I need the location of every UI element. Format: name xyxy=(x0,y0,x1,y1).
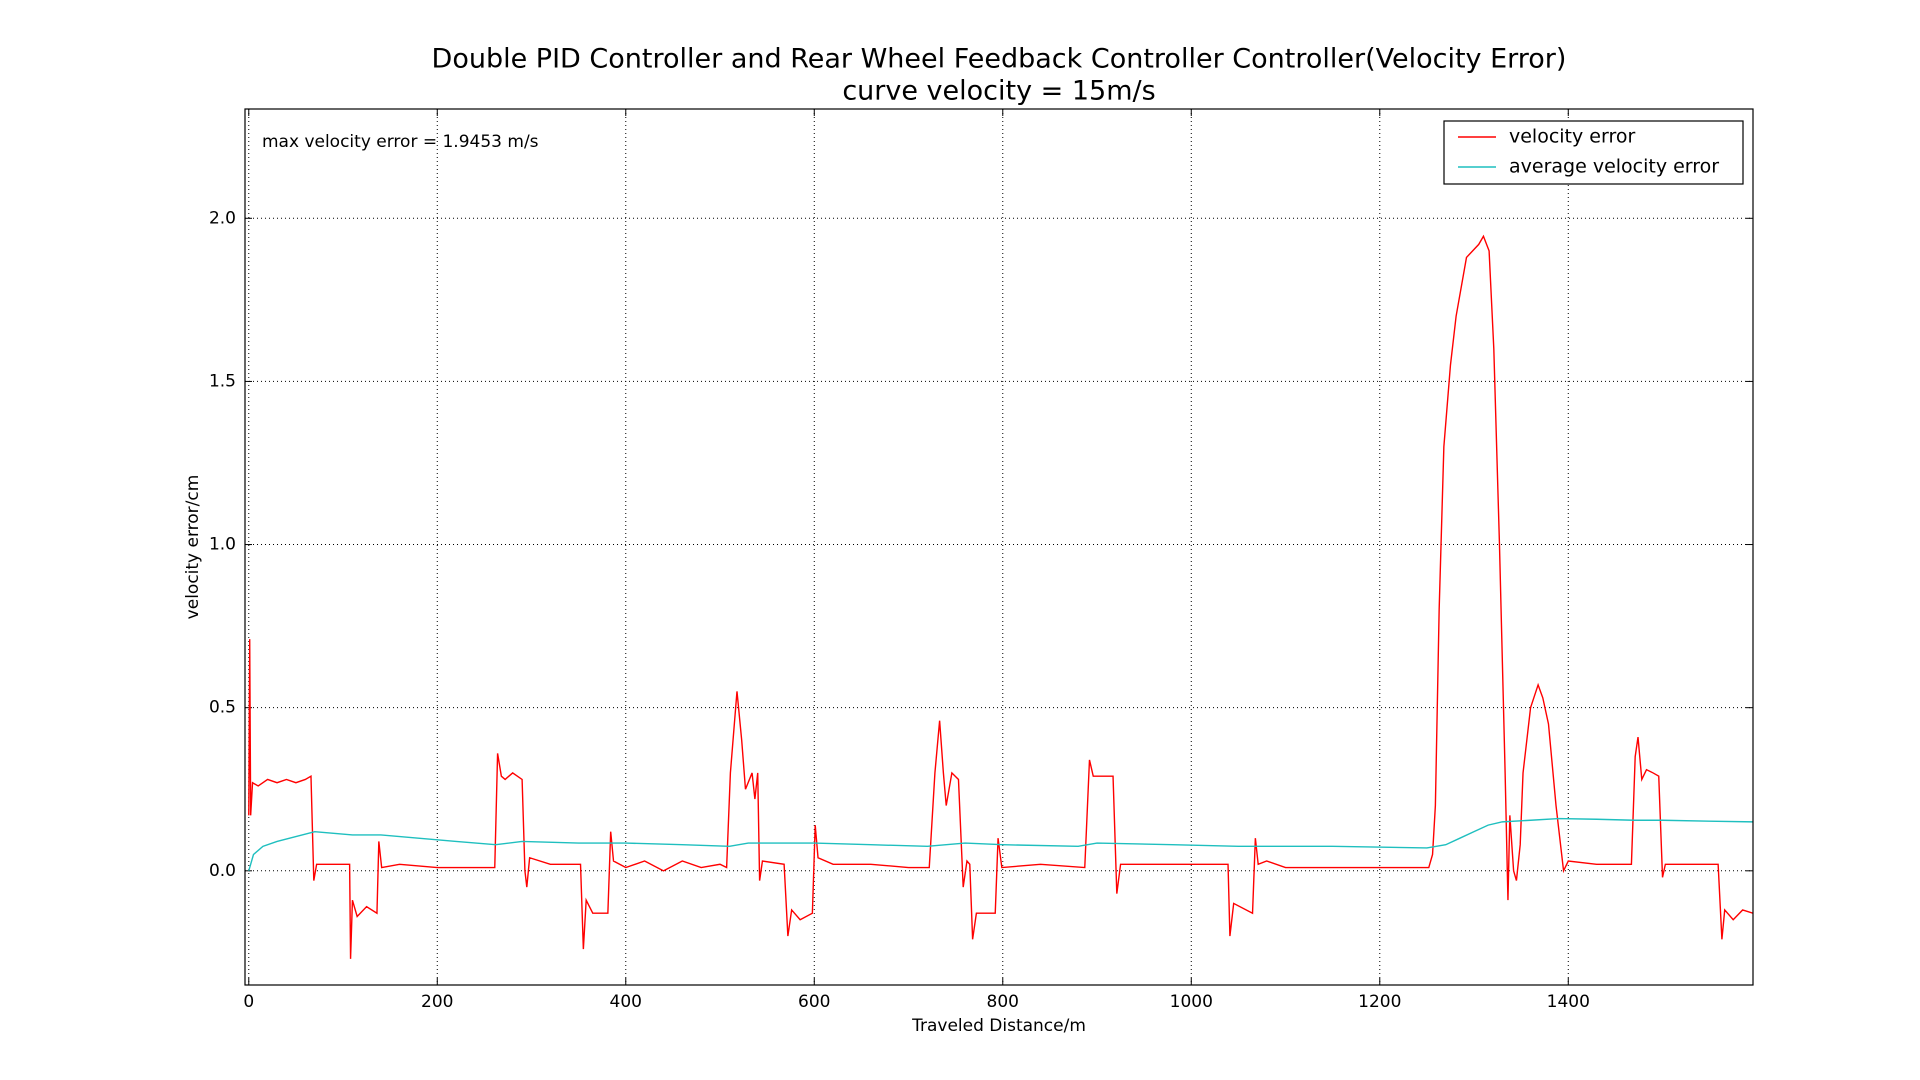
chart-title: Double PID Controller and Rear Wheel Fee… xyxy=(432,44,1567,75)
y-tick-label: 1.5 xyxy=(209,371,236,391)
y-tick-label: 2.0 xyxy=(209,208,236,228)
y-tick-label: 0.5 xyxy=(209,698,236,718)
x-tick-label: 1400 xyxy=(1547,992,1590,1012)
plot-frame xyxy=(244,108,1754,986)
data-line xyxy=(248,817,1753,872)
x-tick-label: 400 xyxy=(610,992,642,1012)
y-tick-label: 0.0 xyxy=(209,861,236,881)
x-tick-label: 200 xyxy=(421,992,453,1012)
legend-label: average velocity error xyxy=(1509,156,1719,178)
y-tick-label: 1.0 xyxy=(209,535,236,555)
x-tick-label: 1000 xyxy=(1170,992,1213,1012)
x-tick-label: 800 xyxy=(987,992,1019,1012)
annotation: max velocity error = 1.9453 m/s xyxy=(262,132,539,152)
data-line xyxy=(248,234,1753,959)
legend-label: velocity error xyxy=(1509,126,1635,148)
x-tick-label: 1200 xyxy=(1358,992,1401,1012)
chart-subtitle: curve velocity = 15m/s xyxy=(842,76,1155,107)
x-tick-label: 600 xyxy=(798,992,830,1012)
x-tick-label: 0 xyxy=(243,992,254,1012)
x-axis-label: Traveled Distance/m xyxy=(911,1016,1086,1036)
y-axis-label: velocity error/cm xyxy=(183,475,203,620)
legend-box xyxy=(1443,120,1744,185)
